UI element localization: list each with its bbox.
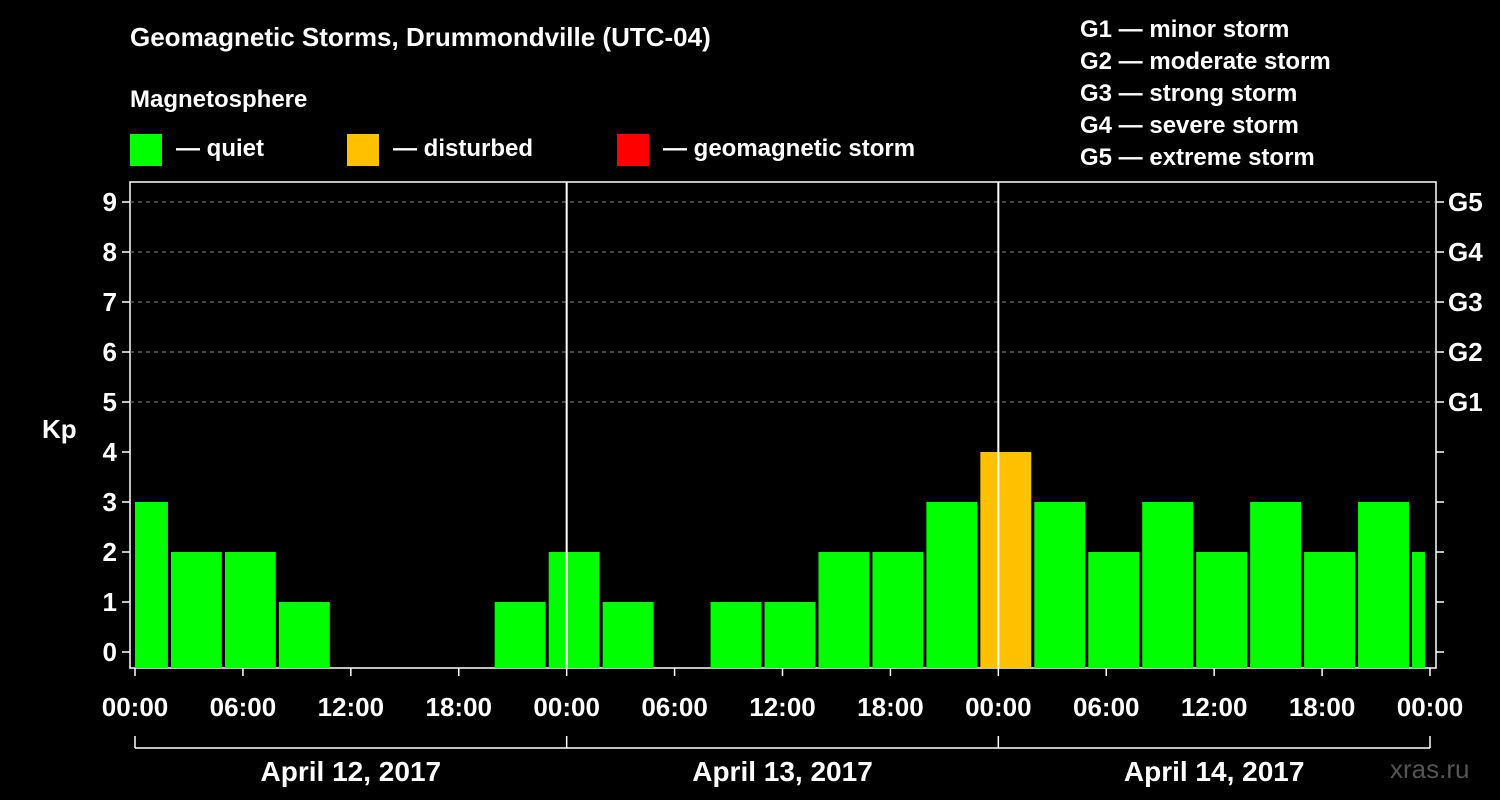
kp-bar-17 — [1250, 502, 1302, 668]
x-tick-label-11: 18:00 — [1289, 692, 1356, 722]
kp-bar-1 — [170, 552, 222, 668]
x-tick-label-1: 06:00 — [210, 692, 277, 722]
storm-scale-g5: G5 — extreme storm — [1080, 144, 1315, 171]
legend-quiet-swatch — [130, 134, 162, 166]
x-tick-label-0: 00:00 — [102, 692, 169, 722]
kp-bar-13 — [1034, 502, 1086, 668]
x-tick-label-9: 06:00 — [1073, 692, 1140, 722]
x-tick-label-4: 00:00 — [533, 692, 600, 722]
kp-bar-9 — [818, 552, 870, 668]
watermark: xras.ru — [1390, 754, 1470, 784]
kp-bar-3 — [278, 602, 330, 668]
y-tick-label-8: 8 — [103, 237, 117, 267]
kp-bar-5 — [548, 552, 600, 668]
storm-scale-g4: G4 — severe storm — [1080, 112, 1299, 139]
chart-title: Geomagnetic Storms, Drummondville (UTC-0… — [130, 22, 711, 52]
kp-bar-18 — [1304, 552, 1355, 668]
y-tick-label-0: 0 — [103, 637, 117, 667]
y-tick-label-5: 5 — [103, 387, 117, 417]
kp-bar-11 — [926, 502, 978, 668]
chart-subtitle: Magnetosphere — [130, 86, 308, 113]
x-tick-label-3: 18:00 — [426, 692, 493, 722]
legend-storm-label: — geomagnetic storm — [663, 135, 916, 162]
y-tick-label-3: 3 — [103, 487, 117, 517]
x-tick-label-8: 00:00 — [965, 692, 1032, 722]
storm-scale-g3: G3 — strong storm — [1080, 80, 1298, 107]
storm-level-label-g3: G3 — [1448, 287, 1483, 317]
storm-level-label-g1: G1 — [1448, 387, 1483, 417]
y-tick-label-7: 7 — [103, 287, 117, 317]
x-tick-label-5: 06:00 — [641, 692, 708, 722]
storm-level-label-g4: G4 — [1448, 237, 1483, 267]
kp-bar-0 — [135, 502, 168, 668]
storm-scale-g2: G2 — moderate storm — [1080, 48, 1331, 75]
x-tick-label-7: 18:00 — [857, 692, 924, 722]
y-tick-label-6: 6 — [103, 337, 117, 367]
kp-bar-4 — [494, 602, 546, 668]
kp-bar-16 — [1196, 552, 1248, 668]
kp-bar-10 — [872, 552, 924, 668]
storm-level-label-g2: G2 — [1448, 337, 1483, 367]
day-label-1: April 13, 2017 — [692, 756, 873, 787]
legend-disturbed-label: — disturbed — [393, 135, 534, 162]
kp-bar-15 — [1142, 502, 1194, 668]
y-tick-label-4: 4 — [103, 437, 118, 467]
kp-bar-14 — [1088, 552, 1140, 668]
kp-bar-8 — [764, 602, 816, 668]
legend-disturbed-swatch — [347, 134, 379, 166]
kp-bar-12 — [980, 452, 1032, 668]
x-tick-label-12: 00:00 — [1397, 692, 1464, 722]
kp-bar-2 — [224, 552, 276, 668]
x-tick-label-2: 12:00 — [318, 692, 385, 722]
legend-storm-swatch — [617, 134, 649, 166]
kp-bar-20 — [1412, 552, 1425, 668]
day-label-2: April 14, 2017 — [1124, 756, 1305, 787]
storm-level-label-g5: G5 — [1448, 187, 1483, 217]
y-axis-label: Kp — [42, 414, 77, 444]
storm-scale-g1: G1 — minor storm — [1080, 16, 1290, 43]
y-tick-label-1: 1 — [103, 587, 117, 617]
y-tick-label-2: 2 — [103, 537, 117, 567]
kp-bar-19 — [1358, 502, 1409, 668]
x-tick-label-6: 12:00 — [749, 692, 816, 722]
storm-scale-legend: G1 — minor storm G2 — moderate storm G3 … — [1080, 14, 1331, 174]
x-tick-label-10: 12:00 — [1181, 692, 1248, 722]
kp-bar-6 — [602, 602, 654, 668]
legend-quiet-label: — quiet — [176, 135, 264, 162]
day-label-0: April 12, 2017 — [261, 756, 442, 787]
kp-bar-7 — [710, 602, 762, 668]
y-tick-label-9: 9 — [103, 187, 117, 217]
